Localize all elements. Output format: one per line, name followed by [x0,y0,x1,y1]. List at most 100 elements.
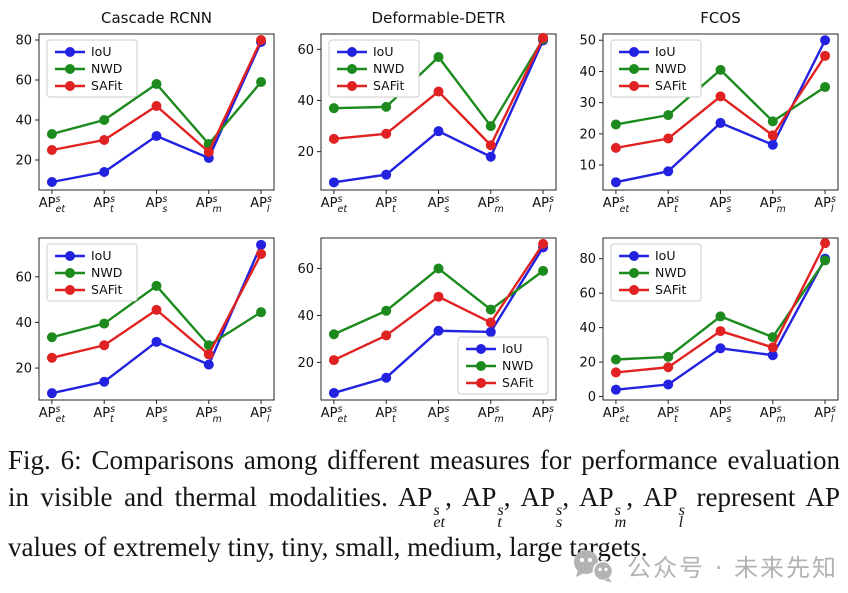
legend-label: SAFit [91,78,122,93]
legend: IoU NWD SAFit [610,39,702,98]
chart-title: Cascade RCNN [101,9,212,27]
y-tick-label: 60 [297,43,314,58]
y-tick-label: 80 [15,34,32,49]
series-safit [328,238,549,366]
chart-deformable-detr-top-svg: 20 40 60 APs et APs t APs s APs m APs l Deformable-DE… [297,9,557,215]
series-nwd [46,280,267,351]
x-tick-label: APs t [375,194,397,215]
x-tick-label: APs l [532,404,554,425]
x-tick-label: APs s [146,194,168,215]
y-tick-label: 60 [297,262,314,277]
chart-fcos-bottom: 0 20 40 60 80 APs et APs t APs s APs m APs l IoU NWD SAFi… [565,226,847,436]
wechat-official-account-icon [574,549,614,582]
legend-label: SAFit [655,78,686,93]
x-tick-label: APs l [814,194,836,215]
series-safit [46,248,267,363]
y-tick-label: 40 [15,316,32,331]
x-tick-label: APs l [250,404,272,425]
x-tick-label: APs t [657,194,679,215]
y-tick-label: 50 [579,34,596,49]
x-tick-label: APs et [603,194,631,215]
series-safit [328,32,549,151]
y-tick-label: 20 [15,362,32,377]
chart-fcos-top-svg: 10 20 30 40 50 APs et APs t APs s APs m APs l FCOS IoU NW… [579,9,839,215]
chart-title: Deformable-DETR [372,9,506,27]
legend-label: NWD [91,265,122,280]
y-tick-label: 40 [297,94,314,109]
legend: IoU NWD SAFit [46,243,138,302]
series-iou [328,242,549,398]
series-safit [610,50,831,153]
chart-deformable-detr-bottom-svg: 20 40 60 APs et APs t APs s APs m APs l IoU NWD SAFit [297,237,557,425]
watermark-text: 公众号 · 未来先知 [627,554,838,582]
x-tick-label: APs l [532,194,554,215]
legend: IoU NWD SAFit [46,39,138,98]
x-tick-label: APs m [196,194,222,215]
y-tick-label: 40 [579,321,596,336]
legend-label: NWD [91,61,122,76]
chart-deformable-detr-top: 20 40 60 APs et APs t APs s APs m APs l Deformable-DE… [283,4,565,226]
legend-label: NWD [502,358,533,373]
x-tick-label: APs l [250,194,272,215]
x-tick-label: APs l [814,404,836,425]
charts-grid: 20 40 60 80 APs et APs t APs s APs m APs l Cascade RCN… [1,4,847,436]
series-iou [46,239,267,399]
x-tick-label: APs s [428,194,450,215]
y-tick-label: 30 [579,96,596,111]
y-tick-label: 80 [579,252,596,267]
y-tick-label: 40 [15,114,32,129]
legend-label: SAFit [91,282,122,297]
legend-label: IoU [91,248,111,263]
legend-label: IoU [91,44,111,59]
legend-label: IoU [655,248,675,263]
y-tick-label: 20 [297,145,314,160]
legend: IoU NWD SAFit [610,243,702,302]
series-safit [46,35,267,157]
x-tick-label: APs t [93,194,115,215]
x-tick-label: APs t [657,404,679,425]
chart-cascade-rcnn-bottom-svg: 20 40 60 APs et APs t APs s APs m APs l IoU NWD SAFit [15,237,275,425]
chart-cascade-rcnn-bottom: 20 40 60 APs et APs t APs s APs m APs l IoU NWD SAFit [1,226,283,436]
x-tick-label: APs m [196,404,222,425]
x-tick-label: APs m [760,194,786,215]
y-tick-label: 60 [579,287,596,302]
legend-label: NWD [373,61,404,76]
y-tick-label: 0 [588,390,596,405]
legend-label: SAFit [373,78,404,93]
x-tick-label: APs et [603,404,631,425]
x-tick-label: APs m [760,404,786,425]
y-tick-label: 20 [579,127,596,142]
y-tick-label: 40 [297,309,314,324]
y-tick-label: 20 [579,356,596,371]
x-tick-label: APs s [146,404,168,425]
legend-label: IoU [373,44,393,59]
watermark: 公众号 · 未来先知 [572,548,838,583]
legend-label: IoU [655,44,675,59]
legend-label: IoU [502,341,522,356]
chart-fcos-top: 10 20 30 40 50 APs et APs t APs s APs m APs l FCOS IoU NW… [565,4,847,226]
x-tick-label: APs s [710,404,732,425]
x-tick-label: APs s [710,194,732,215]
x-tick-label: APs s [428,404,450,425]
y-tick-label: 10 [579,159,596,174]
chart-title: FCOS [700,9,740,27]
x-tick-label: APs t [375,404,397,425]
series-iou [610,253,831,395]
legend-label: NWD [655,61,686,76]
legend-label: SAFit [655,282,686,297]
x-tick-label: APs et [321,194,349,215]
chart-deformable-detr-bottom: 20 40 60 APs et APs t APs s APs m APs l IoU NWD SAFit [283,226,565,436]
x-tick-label: APs m [478,404,504,425]
y-tick-label: 60 [15,74,32,89]
chart-cascade-rcnn-top: 20 40 60 80 APs et APs t APs s APs m APs l Cascade RCN… [1,4,283,226]
legend: IoU NWD SAFit [328,39,420,98]
series-safit [610,238,831,378]
x-tick-label: APs t [93,404,115,425]
y-tick-label: 40 [579,65,596,80]
x-tick-label: APs m [478,194,504,215]
legend-label: SAFit [502,375,533,390]
